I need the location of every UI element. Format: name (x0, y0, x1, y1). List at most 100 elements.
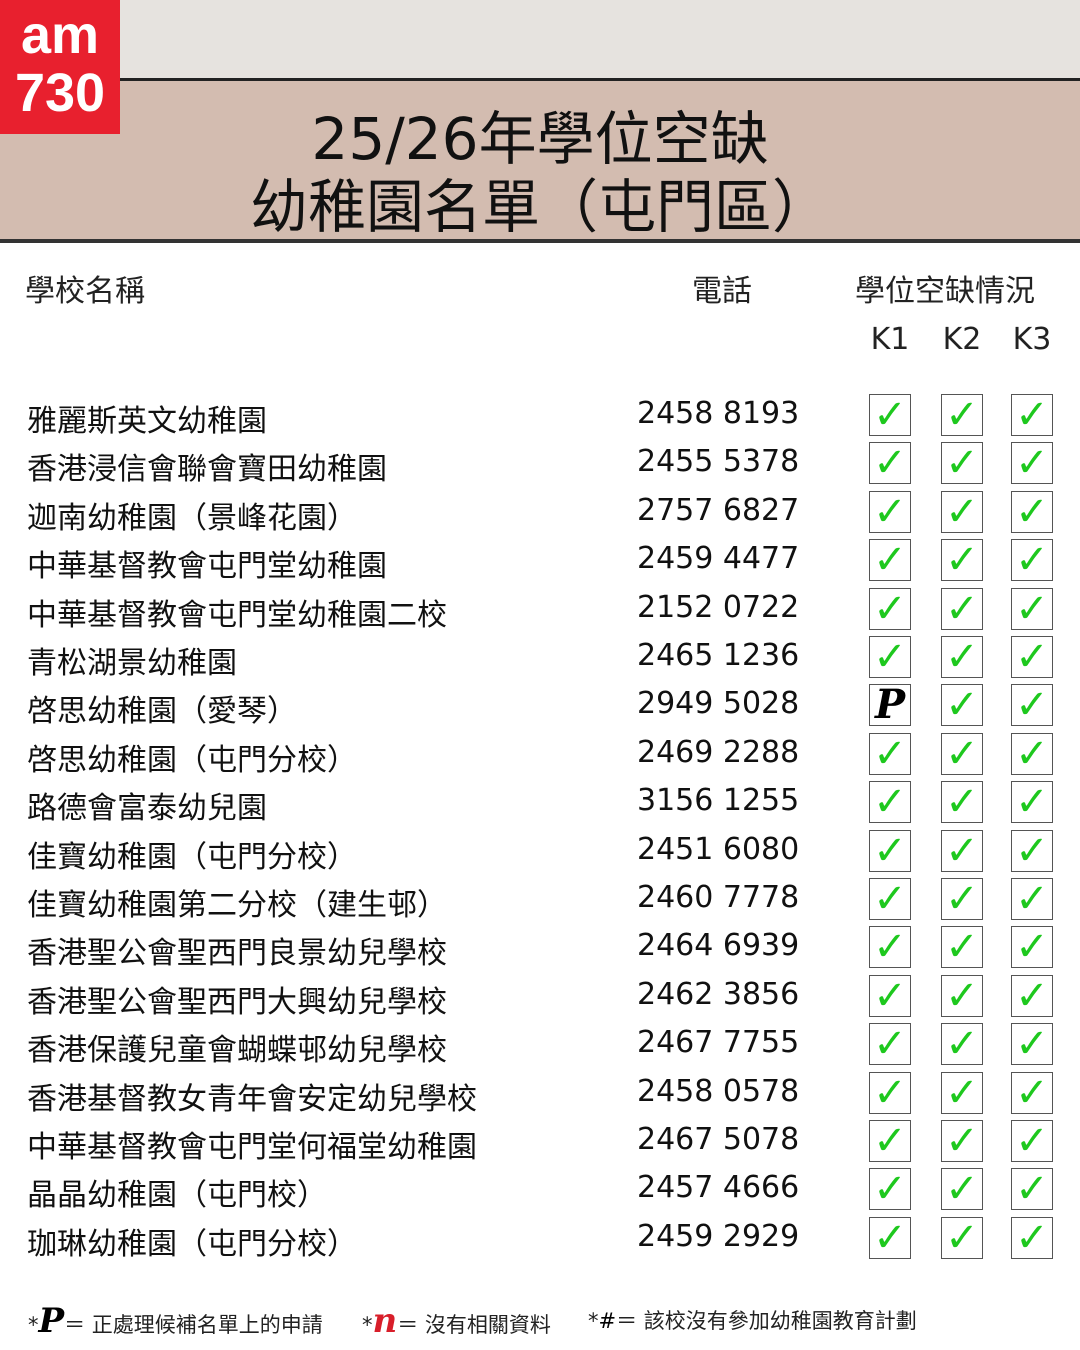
title-band (0, 81, 1080, 243)
vacancy-status: ✓ (1011, 1023, 1053, 1066)
vacancy-status: ✓ (1011, 636, 1053, 678)
phone: 2469 2288 (637, 734, 800, 770)
vacancy-status: ✓ (941, 636, 983, 678)
vacancy-status: ✓ (941, 974, 983, 1017)
vacancy-status: ✓ (869, 781, 911, 824)
phone: 2457 4666 (637, 1170, 800, 1206)
legend-text: ＝ 沒有相關資料 (397, 1313, 551, 1337)
school-name: 香港聖公會聖西門大興幼兒學校 (27, 984, 447, 1020)
vacancy-status: ✓ (941, 732, 983, 775)
vacancy-status: ✓ (869, 1120, 911, 1162)
school-name: 迦南幼稚園（景峰花園） (27, 500, 357, 536)
vacancy-status: ✓ (941, 442, 983, 485)
vacancy-status: ✓ (1011, 974, 1053, 1017)
vacancy-status: P (869, 684, 911, 727)
vacancy-status: ✓ (869, 926, 911, 969)
top-band (0, 0, 1080, 81)
vacancy-status: ✓ (941, 490, 983, 533)
vacancy-status: ✓ (1011, 539, 1053, 582)
school-name: 中華基督教會屯門堂何福堂幼稚園 (27, 1130, 477, 1165)
phone: 2462 3856 (637, 976, 800, 1012)
legend-mark: * (28, 1313, 39, 1337)
vacancy-status: ✓ (941, 926, 983, 969)
phone: 2467 5078 (637, 1122, 800, 1157)
vacancy-status: ✓ (1011, 490, 1053, 533)
vacancy-status: ✓ (869, 636, 911, 678)
school-name: 香港聖公會聖西門良景幼兒學校 (27, 936, 447, 972)
legend-item: *#＝ 該校沒有參加幼稚園教育計劃 (588, 1306, 917, 1336)
vacancy-status: ✓ (941, 394, 983, 436)
school-name: 佳寶幼稚園（屯門分校） (27, 839, 357, 875)
school-name: 香港保護兒童會蝴蝶邨幼兒學校 (27, 1033, 447, 1069)
school-name: 香港浸信會聯會寶田幼稚園 (27, 452, 387, 488)
phone: 3156 1255 (637, 783, 800, 819)
vacancy-status: ✓ (869, 878, 911, 920)
legend-mark: * (362, 1313, 373, 1337)
vacancy-status: ✓ (941, 1120, 983, 1162)
vacancy-status: ✓ (1011, 684, 1053, 727)
school-name: 中華基督教會屯門堂幼稚園 (27, 549, 387, 585)
legend-symbol: P (38, 1301, 65, 1341)
phone: 2152 0722 (637, 589, 800, 625)
vacancy-status: ✓ (1011, 878, 1053, 920)
vacancy-status: ✓ (869, 394, 911, 436)
legend-item: *P＝ 正處理候補名單上的申請 (28, 1304, 323, 1340)
vacancy-status: ✓ (1011, 926, 1053, 969)
vacancy-status: ✓ (869, 587, 911, 630)
vacancy-status: ✓ (941, 1168, 983, 1211)
title: 幼稚園名單（屯門區） (249, 173, 830, 241)
vacancy-status: ✓ (941, 539, 983, 582)
school-name: 中華基督教會屯門堂幼稚園二校 (27, 597, 447, 633)
vacancy-status: ✓ (869, 829, 911, 872)
phone: 2757 6827 (637, 492, 800, 528)
school-name: 青松湖景幼稚園 (27, 646, 237, 681)
vacancy-status: ✓ (1011, 829, 1053, 872)
legend-item: *n＝ 沒有相關資料 (362, 1304, 551, 1340)
logo: am 730 (0, 0, 120, 134)
phone: 2455 5378 (637, 444, 800, 480)
vacancy-status: ✓ (941, 1216, 983, 1259)
vacancy-status: ✓ (1011, 442, 1053, 485)
logo-text: 730 (14, 63, 106, 123)
vacancy-status: ✓ (869, 442, 911, 485)
legend-text: ＝ 正處理候補名單上的申請 (64, 1313, 323, 1337)
vacancy-status: ✓ (1011, 1120, 1053, 1162)
legend-symbol: n (372, 1301, 398, 1341)
vacancy-status: ✓ (941, 587, 983, 630)
vacancy-status: ✓ (941, 781, 983, 824)
legend-mark: * (588, 1309, 599, 1333)
school-name: 雅麗斯英文幼稚園 (27, 404, 267, 439)
phone: 2451 6080 (637, 831, 800, 867)
phone: 2949 5028 (637, 686, 800, 722)
vacancy-status: ✓ (869, 974, 911, 1017)
vacancy-status: ✓ (869, 490, 911, 533)
phone: 2464 6939 (637, 928, 800, 964)
vacancy-status: ✓ (1011, 1168, 1053, 1211)
phone: 2467 7755 (637, 1025, 800, 1061)
vacancy-status: ✓ (1011, 394, 1053, 436)
phone: 2459 2929 (637, 1218, 800, 1254)
logo-text: am (20, 5, 100, 65)
vacancy-status: ✓ (1011, 1216, 1053, 1259)
vacancy-status: ✓ (869, 539, 911, 582)
phone: 2465 1236 (637, 638, 800, 673)
school-name: 珈琳幼稚園（屯門分校） (27, 1226, 357, 1262)
school-name: 晶晶幼稚園（屯門校） (27, 1178, 327, 1214)
vacancy-status: ✓ (1011, 587, 1053, 630)
vacancy-status: ✓ (1011, 781, 1053, 824)
school-name: 啓思幼稚園（愛琴） (27, 694, 297, 730)
vacancy-status: ✓ (869, 1168, 911, 1211)
legend-text: ＝ 該校沒有參加幼稚園教育計劃 (616, 1309, 917, 1333)
column-header: 學位空缺情況 (855, 274, 1035, 309)
legend-symbol: # (598, 1309, 617, 1333)
level-header: K1 (870, 322, 910, 357)
vacancy-status: ✓ (941, 684, 983, 727)
school-name: 佳寶幼稚園第二分校（建生邨） (27, 888, 447, 923)
vacancy-status: ✓ (869, 1023, 911, 1066)
vacancy-status: ✓ (941, 1071, 983, 1114)
phone: 2458 8193 (637, 396, 800, 431)
level-header: K3 (1012, 322, 1052, 357)
school-name: 路德會富泰幼兒園 (27, 791, 267, 827)
phone: 2458 0578 (637, 1073, 800, 1109)
